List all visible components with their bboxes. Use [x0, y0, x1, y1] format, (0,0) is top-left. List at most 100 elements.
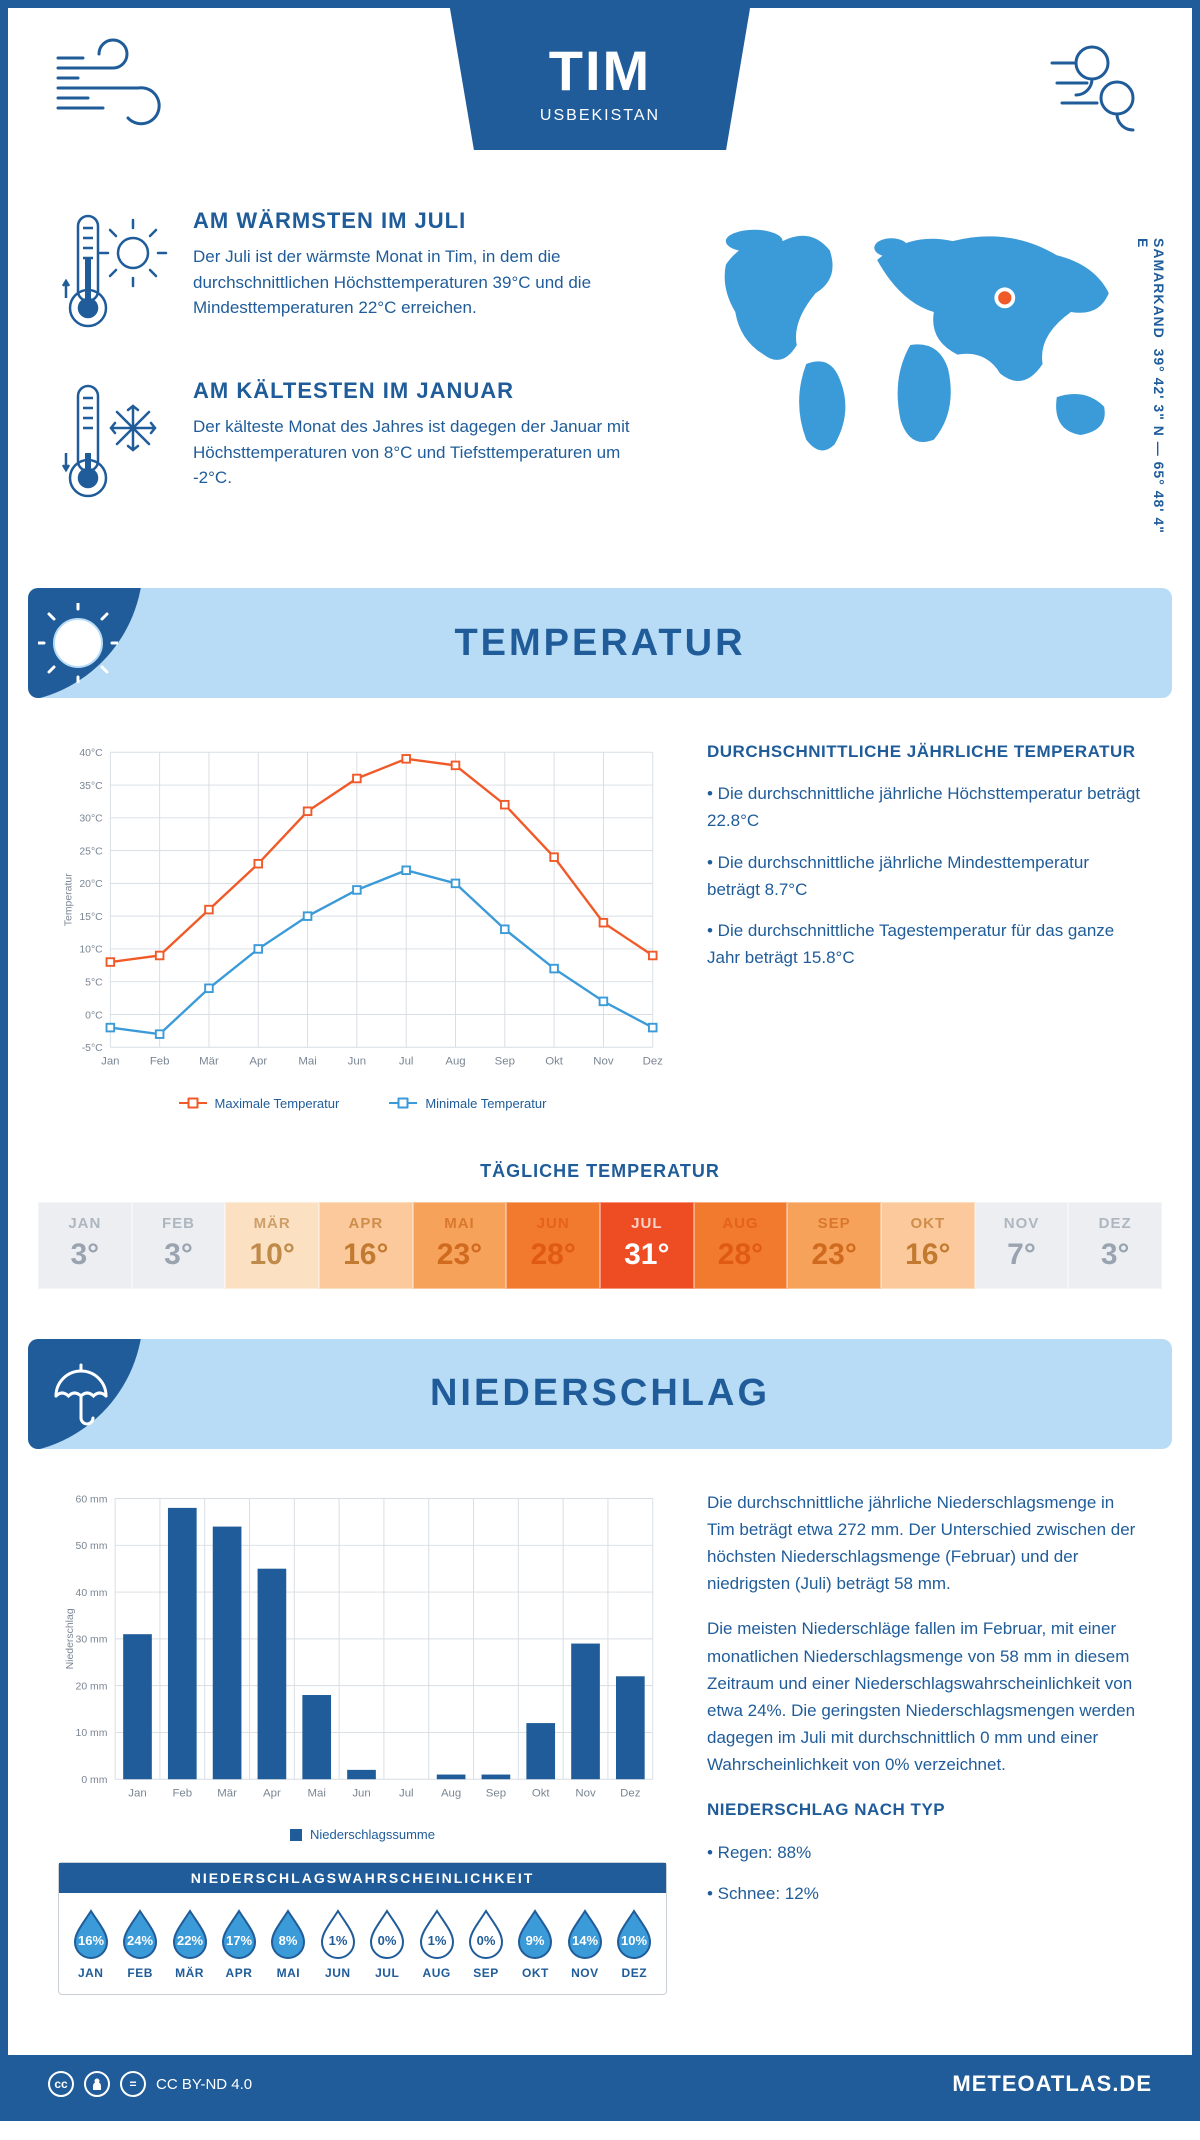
temperature-summary: DURCHSCHNITTLICHE JÄHRLICHE TEMPERATUR •…: [707, 738, 1142, 1111]
footer: cc = CC BY-ND 4.0 METEOATLAS.DE: [8, 2055, 1192, 2113]
daily-cell: SEP23°: [787, 1202, 881, 1289]
prob-title: NIEDERSCHLAGSWAHRSCHEINLICHKEIT: [59, 1863, 666, 1893]
coldest-text: Der kälteste Monat des Jahres ist dagege…: [193, 414, 648, 491]
daily-cell: JUL31°: [600, 1202, 694, 1289]
temperature-title: TEMPERATUR: [28, 622, 1172, 665]
svg-text:Mai: Mai: [298, 1055, 316, 1067]
svg-text:20°C: 20°C: [79, 879, 103, 890]
svg-text:24%: 24%: [127, 1933, 153, 1948]
header: TIM USBEKISTAN: [8, 8, 1192, 208]
svg-text:Okt: Okt: [545, 1055, 564, 1067]
precip-drop: 9% OKT: [512, 1907, 559, 1980]
svg-text:Mai: Mai: [308, 1787, 326, 1799]
svg-text:14%: 14%: [572, 1933, 598, 1948]
daily-cell: MAI23°: [413, 1202, 507, 1289]
precipitation-summary: Die durchschnittliche jährliche Niedersc…: [707, 1489, 1142, 1996]
by-icon: [84, 2071, 110, 2097]
title-banner: TIM USBEKISTAN: [450, 8, 750, 150]
svg-text:1%: 1%: [328, 1933, 347, 1948]
svg-text:30 mm: 30 mm: [76, 1634, 108, 1645]
warmest-fact: AM WÄRMSTEN IM JULI Der Juli ist der wär…: [58, 208, 648, 343]
svg-text:Apr: Apr: [263, 1787, 281, 1799]
svg-text:Feb: Feb: [150, 1055, 170, 1067]
temperature-section-header: TEMPERATUR: [28, 588, 1172, 698]
svg-text:Niederschlag: Niederschlag: [65, 1608, 76, 1669]
svg-text:Jan: Jan: [101, 1055, 119, 1067]
brand-text: METEOATLAS.DE: [952, 2071, 1152, 2097]
svg-text:Jul: Jul: [399, 1055, 414, 1067]
coldest-title: AM KÄLTESTEN IM JANUAR: [193, 378, 648, 404]
precip-drop: 1% AUG: [413, 1907, 460, 1980]
coordinates: SAMARKAND 39° 42' 3" N — 65° 48' 4" E: [1135, 238, 1167, 548]
precip-drop: 14% NOV: [561, 1907, 608, 1980]
daily-cell: DEZ3°: [1068, 1202, 1162, 1289]
daily-temp-table: JAN3°FEB3°MÄR10°APR16°MAI23°JUN28°JUL31°…: [38, 1202, 1162, 1289]
svg-text:40 mm: 40 mm: [76, 1587, 108, 1598]
svg-text:Mär: Mär: [217, 1787, 237, 1799]
wind-icon-left: [48, 33, 198, 148]
daily-cell: NOV7°: [975, 1202, 1069, 1289]
svg-text:0%: 0%: [477, 1933, 496, 1948]
svg-text:Aug: Aug: [445, 1055, 465, 1067]
svg-text:Okt: Okt: [532, 1787, 551, 1799]
svg-text:Nov: Nov: [575, 1787, 596, 1799]
precipitation-bar-chart: 0 mm10 mm20 mm30 mm40 mm50 mm60 mmNieder…: [58, 1489, 667, 1996]
svg-text:Temperatur: Temperatur: [63, 873, 74, 926]
svg-text:Apr: Apr: [249, 1055, 267, 1067]
svg-text:Sep: Sep: [495, 1055, 515, 1067]
svg-text:20 mm: 20 mm: [76, 1681, 108, 1692]
precip-drop: 16% JAN: [67, 1907, 114, 1980]
precip-drop: 0% JUL: [364, 1907, 411, 1980]
svg-text:0°C: 0°C: [85, 1010, 103, 1021]
svg-text:-5°C: -5°C: [82, 1043, 103, 1054]
svg-text:0%: 0%: [378, 1933, 397, 1948]
precip-drop: 17% APR: [215, 1907, 262, 1980]
warmest-title: AM WÄRMSTEN IM JULI: [193, 208, 648, 234]
license-text: CC BY-ND 4.0: [156, 2076, 252, 2093]
daily-cell: JUN28°: [506, 1202, 600, 1289]
svg-text:1%: 1%: [427, 1933, 446, 1948]
svg-text:10%: 10%: [621, 1933, 647, 1948]
svg-text:Jun: Jun: [352, 1787, 370, 1799]
wind-icon-right: [1002, 33, 1152, 148]
svg-text:Feb: Feb: [172, 1787, 192, 1799]
world-map-icon: [688, 208, 1142, 473]
svg-text:10°C: 10°C: [79, 945, 103, 956]
daily-cell: FEB3°: [132, 1202, 226, 1289]
svg-text:Aug: Aug: [441, 1787, 461, 1799]
svg-text:Dez: Dez: [643, 1055, 664, 1067]
daily-cell: AUG28°: [694, 1202, 788, 1289]
thermometer-sun-icon: [58, 208, 168, 343]
precip-drop: 22% MÄR: [166, 1907, 213, 1980]
svg-text:9%: 9%: [526, 1933, 545, 1948]
svg-text:8%: 8%: [279, 1933, 298, 1948]
svg-text:25°C: 25°C: [79, 846, 103, 857]
precipitation-section-header: NIEDERSCHLAG: [28, 1339, 1172, 1449]
sun-icon: [38, 603, 118, 683]
svg-text:30°C: 30°C: [79, 814, 103, 825]
warmest-text: Der Juli ist der wärmste Monat in Tim, i…: [193, 244, 648, 321]
daily-cell: JAN3°: [38, 1202, 132, 1289]
nd-icon: =: [120, 2071, 146, 2097]
svg-text:Jun: Jun: [348, 1055, 366, 1067]
svg-text:Jul: Jul: [399, 1787, 414, 1799]
precip-drop: 1% JUN: [314, 1907, 361, 1980]
svg-text:0 mm: 0 mm: [81, 1775, 107, 1786]
legend-max: Maximale Temperatur: [179, 1096, 340, 1111]
cc-icon: cc: [48, 2071, 74, 2097]
svg-text:15°C: 15°C: [79, 912, 103, 923]
umbrella-icon: [41, 1356, 116, 1431]
svg-text:50 mm: 50 mm: [76, 1541, 108, 1552]
svg-text:Mär: Mär: [199, 1055, 219, 1067]
svg-text:17%: 17%: [226, 1933, 252, 1948]
legend-precip: Niederschlagssumme: [290, 1827, 435, 1842]
precip-drop: 24% FEB: [116, 1907, 163, 1980]
daily-temp-title: TÄGLICHE TEMPERATUR: [8, 1161, 1192, 1182]
svg-text:22%: 22%: [177, 1933, 203, 1948]
precip-drop: 0% SEP: [462, 1907, 509, 1980]
intro-section: AM WÄRMSTEN IM JULI Der Juli ist der wär…: [8, 208, 1192, 588]
precip-drop: 10% DEZ: [611, 1907, 658, 1980]
legend-min: Minimale Temperatur: [389, 1096, 546, 1111]
svg-text:40°C: 40°C: [79, 748, 103, 759]
svg-text:Dez: Dez: [620, 1787, 641, 1799]
